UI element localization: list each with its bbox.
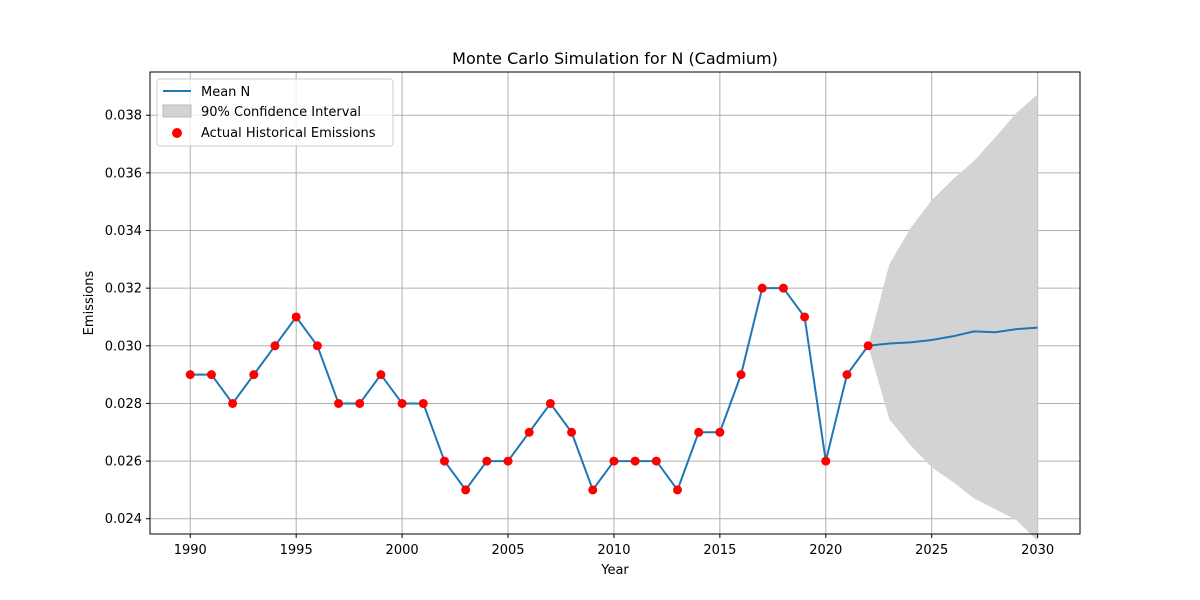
historical-point: [588, 485, 598, 495]
historical-point: [863, 341, 873, 351]
historical-point: [800, 312, 810, 322]
historical-point: [524, 427, 534, 437]
x-axis-title: Year: [600, 563, 629, 578]
historical-point: [461, 485, 471, 495]
legend-swatch-confidence-band: [162, 104, 192, 118]
legend-label-confidence: 90% Confidence Interval: [201, 105, 361, 120]
y-tick-label: 0.028: [105, 397, 142, 412]
axis-ticks: 1990 1995 2000 2005 2010 2015 2020 2025 2030 0.02…: [105, 109, 1054, 558]
historical-point: [334, 398, 344, 408]
y-axis-title: Emissions: [82, 270, 97, 335]
confidence-band: [868, 94, 1038, 541]
x-tick-label: 2000: [386, 543, 419, 558]
x-tick-label: 2025: [915, 543, 948, 558]
y-tick-label: 0.036: [105, 166, 142, 181]
historical-point: [778, 283, 788, 293]
historical-point: [672, 485, 682, 495]
plot-frame: [149, 71, 1081, 535]
historical-point: [185, 370, 195, 380]
legend-label-historical: Actual Historical Emissions: [201, 126, 376, 141]
y-tick-label: 0.032: [105, 282, 142, 297]
historical-point: [228, 398, 238, 408]
historical-point: [482, 456, 492, 466]
historical-point: [842, 370, 852, 380]
historical-point: [757, 283, 767, 293]
historical-point: [249, 370, 259, 380]
historical-points-layer: [185, 283, 873, 495]
legend-swatch-historical-dot: [172, 128, 182, 138]
y-tick-label: 0.038: [105, 109, 142, 124]
historical-point: [291, 312, 301, 322]
historical-point: [206, 370, 216, 380]
historical-point: [694, 427, 704, 437]
historical-point: [651, 456, 661, 466]
historical-point: [545, 398, 555, 408]
historical-point: [376, 370, 386, 380]
legend-label-mean: Mean N: [201, 85, 250, 100]
y-tick-label: 0.026: [105, 455, 142, 470]
chart-title: Monte Carlo Simulation for N (Cadmium): [452, 49, 778, 68]
x-tick-label: 1995: [280, 543, 313, 558]
legend: Mean N 90% Confidence Interval Actual Hi…: [156, 78, 394, 147]
historical-point: [503, 456, 513, 466]
x-tick-label: 2010: [597, 543, 630, 558]
confidence-band-layer: [868, 94, 1038, 541]
y-tick-label: 0.030: [105, 339, 142, 354]
historical-point: [355, 398, 365, 408]
historical-point: [821, 456, 831, 466]
legend-box: [156, 78, 394, 147]
historical-point: [312, 341, 322, 351]
historical-point: [439, 456, 449, 466]
historical-point: [270, 341, 280, 351]
historical-point: [736, 370, 746, 380]
historical-point: [418, 398, 428, 408]
y-tick-label: 0.024: [105, 512, 142, 527]
x-tick-label: 2020: [809, 543, 842, 558]
historical-point: [715, 427, 725, 437]
y-tick-label: 0.034: [105, 224, 142, 239]
x-tick-label: 2030: [1021, 543, 1054, 558]
historical-point: [609, 456, 619, 466]
x-tick-label: 1990: [174, 543, 207, 558]
historical-point: [630, 456, 640, 466]
historical-point: [567, 427, 577, 437]
x-tick-label: 2015: [703, 543, 736, 558]
historical-point: [397, 398, 407, 408]
x-tick-label: 2005: [491, 543, 524, 558]
